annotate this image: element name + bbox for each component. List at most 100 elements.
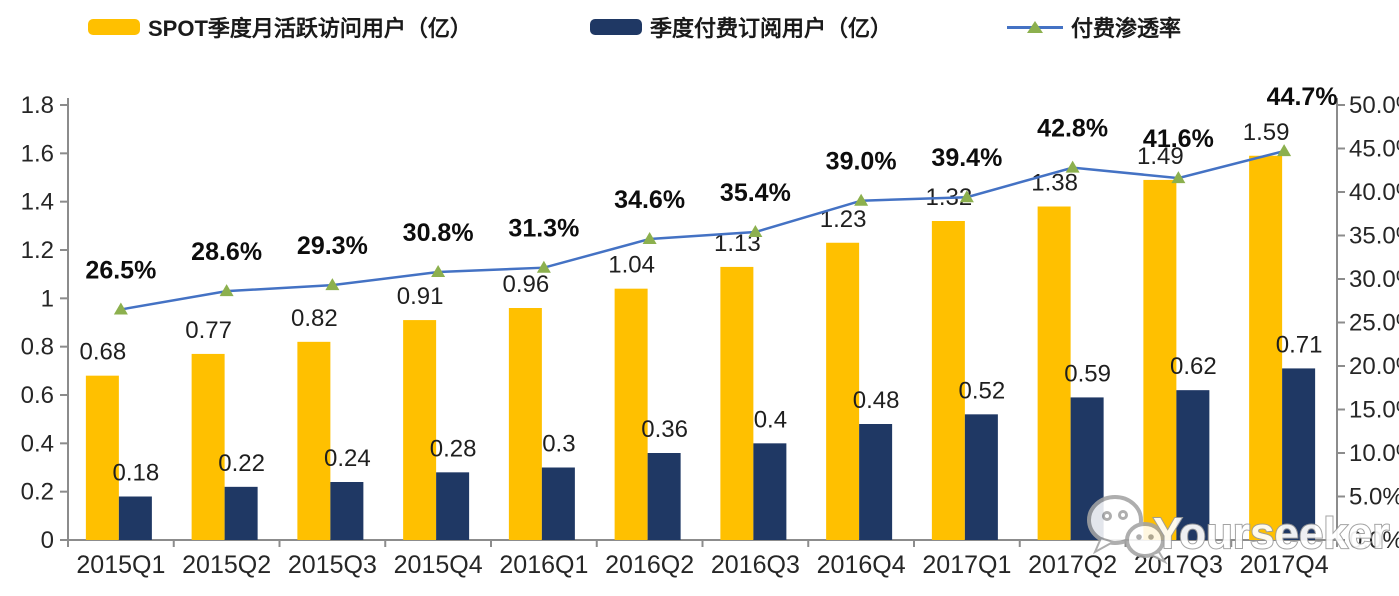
x-category-label: 2016Q4 (817, 551, 906, 579)
right-axis-tick-label: 10.0% (1349, 440, 1399, 467)
bar-subs-label: 0.28 (430, 435, 477, 462)
bar-subs (859, 424, 893, 540)
watermark: Yourseeker (1087, 495, 1390, 565)
legend-item-subs: 季度付费订阅用户（亿） (590, 14, 893, 41)
bar-mau (1037, 206, 1071, 540)
bar-subs-label: 0.62 (1170, 353, 1217, 380)
bar-subs (1282, 368, 1316, 540)
triangle-marker-icon (1027, 20, 1043, 33)
right-axis-tick-label: 50.0% (1349, 92, 1399, 119)
bar-mau (720, 266, 754, 540)
x-category-label: 2016Q2 (605, 551, 694, 579)
bar-subs (964, 414, 998, 540)
x-category-label: 2015Q1 (76, 551, 165, 579)
line-marker-icon (1277, 144, 1292, 157)
bar-subs-label: 0.36 (641, 416, 688, 443)
x-category-label: 2016Q3 (711, 551, 800, 579)
bar-mau-label: 1.59 (1243, 119, 1290, 146)
penetration-label: 39.4% (931, 144, 1002, 172)
bar-subs-label: 0.71 (1276, 331, 1323, 358)
line-marker-icon (536, 260, 551, 273)
legend-label-penetration: 付费渗透率 (1071, 16, 1182, 41)
bar-subs-label: 0.4 (754, 406, 787, 433)
bar-subs-label: 0.22 (218, 450, 265, 477)
bar-subs-label: 0.24 (324, 445, 371, 472)
bar-subs-label: 0.18 (113, 460, 160, 487)
mau-series-swatch (88, 19, 140, 35)
wechat-icon (1087, 495, 1168, 565)
penetration-series-swatch (1007, 20, 1063, 33)
right-axis-tick-label: 25.0% (1349, 310, 1399, 337)
bar-subs (1176, 390, 1210, 540)
left-axis-tick-label: 1.6 (21, 140, 54, 167)
line-marker-icon (325, 278, 340, 291)
bar-mau (297, 341, 331, 540)
x-category-label: 2016Q1 (499, 551, 588, 579)
penetration-label: 44.7% (1267, 83, 1338, 111)
bar-mau (614, 288, 648, 540)
penetration-label: 29.3% (297, 232, 368, 260)
right-axis-tick-label: 20.0% (1349, 353, 1399, 380)
x-category-label: 2017Q2 (1028, 551, 1117, 579)
bar-subs (118, 496, 152, 540)
x-category-label: 2015Q2 (182, 551, 271, 579)
bar-subs-label: 0.52 (959, 377, 1006, 404)
penetration-label: 28.6% (191, 238, 262, 266)
x-category-label: 2017Q4 (1240, 551, 1329, 579)
legend-item-mau: SPOT季度月活跃访问用户（亿） (88, 14, 472, 41)
right-axis-tick-label: 40.0% (1349, 179, 1399, 206)
bar-mau-label: 1.49 (1137, 143, 1184, 170)
line-marker-icon (219, 284, 234, 297)
right-axis-tick-label: 45.0% (1349, 136, 1399, 163)
bar-mau-label: 1.04 (608, 252, 655, 279)
left-axis-tick-label: 0.2 (21, 479, 54, 506)
bar-subs (541, 467, 575, 540)
left-axis-tick-label: 0.8 (21, 334, 54, 361)
legend-item-penetration: 付费渗透率 (1007, 14, 1182, 41)
bar-subs (224, 486, 258, 540)
line-marker-icon (959, 190, 974, 203)
left-axis-tick-label: 0.6 (21, 382, 54, 409)
bar-mau-label: 1.38 (1031, 170, 1078, 197)
left-axis-tick-label: 1 (41, 285, 54, 312)
left-axis-tick-label: 1.2 (21, 237, 54, 264)
bar-mau-label: 0.77 (185, 317, 232, 344)
bar-subs (647, 453, 681, 540)
bar-mau (931, 221, 965, 540)
bar-mau (191, 353, 225, 540)
bar-mau (1249, 155, 1283, 540)
penetration-label: 35.4% (720, 179, 791, 207)
bar-mau (1143, 179, 1177, 540)
right-axis-tick-label: 30.0% (1349, 266, 1399, 293)
left-axis-tick-label: 0 (41, 527, 54, 554)
bar-subs-label: 0.59 (1064, 360, 1111, 387)
left-axis-tick-label: 1.8 (21, 92, 54, 119)
bar-subs (330, 482, 364, 540)
right-axis-tick-label: 35.0% (1349, 223, 1399, 250)
penetration-label: 42.8% (1037, 115, 1108, 143)
bar-subs-label: 0.3 (542, 431, 575, 458)
subs-series-swatch (590, 19, 642, 35)
line-marker-icon (113, 302, 128, 315)
line-marker-icon (1065, 160, 1080, 173)
bar-mau-label: 0.91 (397, 283, 444, 310)
line-marker-icon (748, 225, 763, 238)
line-marker-icon (854, 193, 869, 206)
bar-mau-label: 0.82 (291, 305, 338, 332)
line-marker-icon (1171, 171, 1186, 184)
penetration-label: 39.0% (826, 148, 897, 176)
legend-label-subs: 季度付费订阅用户（亿） (650, 16, 893, 41)
penetration-label: 30.8% (403, 219, 474, 247)
x-category-label: 2015Q4 (394, 551, 483, 579)
bar-subs (436, 472, 470, 540)
x-category-label: 2017Q1 (922, 551, 1011, 579)
bar-mau-label: 0.68 (80, 339, 127, 366)
penetration-label: 41.6% (1143, 125, 1214, 153)
penetration-line (120, 149, 1285, 311)
watermark-text: Yourseeker (1153, 509, 1389, 558)
x-category-label: 2015Q3 (288, 551, 377, 579)
bar-mau (85, 375, 119, 540)
left-axis-tick-label: 0.4 (21, 430, 54, 457)
